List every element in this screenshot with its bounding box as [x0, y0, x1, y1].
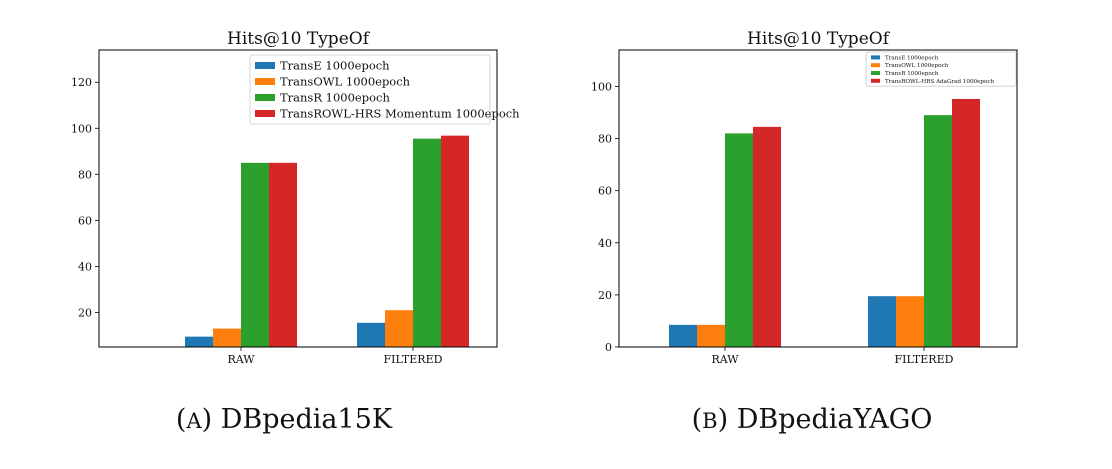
y-tick-label: 40	[78, 260, 92, 273]
caption-b: (B) DBpediaYAGO	[691, 404, 933, 435]
chart-title: Hits@10 TypeOf	[227, 29, 371, 49]
x-tick-label: FILTERED	[384, 353, 443, 366]
legend-label: TransOWL 1000epoch	[885, 63, 949, 69]
caption-letter: A	[186, 409, 202, 433]
legend-swatch	[255, 110, 275, 117]
caption-a: (A) DBpedia15K	[175, 404, 393, 435]
legend-swatch	[871, 78, 880, 83]
caption-letter: B	[702, 409, 718, 433]
chart-svg: Hits@10 TypeOf RAW FILTERED 0 20 40 60 80 100 Tra…	[591, 29, 1018, 366]
legend-label: TransROWL-HRS AdaGrad 1000epoch	[885, 79, 994, 85]
bar-raw-2	[213, 328, 241, 347]
x-tick-label: FILTERED	[895, 353, 954, 366]
caption-dataset-name: DBpediaYAGO	[736, 404, 933, 435]
y-tick-label: 40	[598, 237, 612, 250]
legend-swatch	[871, 71, 880, 75]
caption-dataset-name: DBpedia15K	[220, 404, 393, 435]
bar-filtered-1	[357, 322, 385, 347]
y-tick-label: 80	[78, 168, 92, 181]
bar-filtered-1	[868, 296, 896, 347]
bar-raw-3	[241, 162, 269, 347]
bar-raw-2	[697, 324, 725, 347]
legend-swatch	[255, 62, 275, 69]
y-tick-label: 80	[598, 133, 612, 146]
axes-frame	[618, 49, 1018, 348]
legend-swatch	[871, 63, 880, 68]
x-tick-label: RAW	[227, 353, 255, 366]
bar-filtered-2	[896, 296, 924, 347]
legend-swatch	[255, 78, 275, 85]
y-tick-label: 20	[78, 306, 92, 319]
bar-raw-4	[269, 162, 297, 347]
legend-swatch	[255, 94, 275, 101]
bar-filtered-2	[385, 310, 413, 347]
bar-filtered-4	[952, 98, 980, 348]
axes-frame	[98, 49, 498, 348]
legend-box	[249, 54, 491, 125]
chart-svg: Hits@10 TypeOf RAW FILTERED 20 40 60 80 100 120 T…	[71, 29, 520, 366]
legend-label: TransROWL-HRS Momentum 1000epoch	[280, 107, 520, 121]
bar-filtered-4	[441, 135, 469, 347]
bar-raw-3	[725, 133, 753, 347]
legend-label: TransE 1000epoch	[280, 59, 390, 73]
bar-raw-4	[753, 126, 781, 348]
bar-filtered-3	[924, 115, 952, 347]
chart-panel-b: Hits@10 TypeOf RAW FILTERED 0 20 40 60 80 100 Tra…	[556, 0, 1112, 469]
y-tick-label: 0	[605, 341, 612, 354]
y-tick-label: 60	[598, 185, 612, 198]
legend-swatch	[871, 55, 880, 60]
legend-label: TransR 1000epoch	[280, 91, 390, 105]
y-tick-label: 100	[591, 80, 612, 93]
legend-label: TransR 1000epoch	[885, 71, 939, 77]
chart-panel-a: Hits@10 TypeOf RAW FILTERED 20 40 60 80 100 120 T…	[71, 29, 520, 366]
y-tick-label: 100	[71, 122, 92, 135]
bar-raw-1	[185, 336, 213, 347]
y-tick-label: 120	[71, 76, 92, 89]
bar-filtered-3	[413, 138, 441, 347]
legend-label: TransE 1000epoch	[885, 55, 939, 61]
bar-raw-1	[669, 324, 697, 347]
y-tick-label: 20	[598, 289, 612, 302]
legend-box	[865, 51, 1017, 87]
legend-label: TransOWL 1000epoch	[280, 75, 411, 89]
chart-title: Hits@10 TypeOf	[747, 29, 891, 49]
y-tick-label: 60	[78, 214, 92, 227]
x-tick-label: RAW	[711, 353, 739, 366]
